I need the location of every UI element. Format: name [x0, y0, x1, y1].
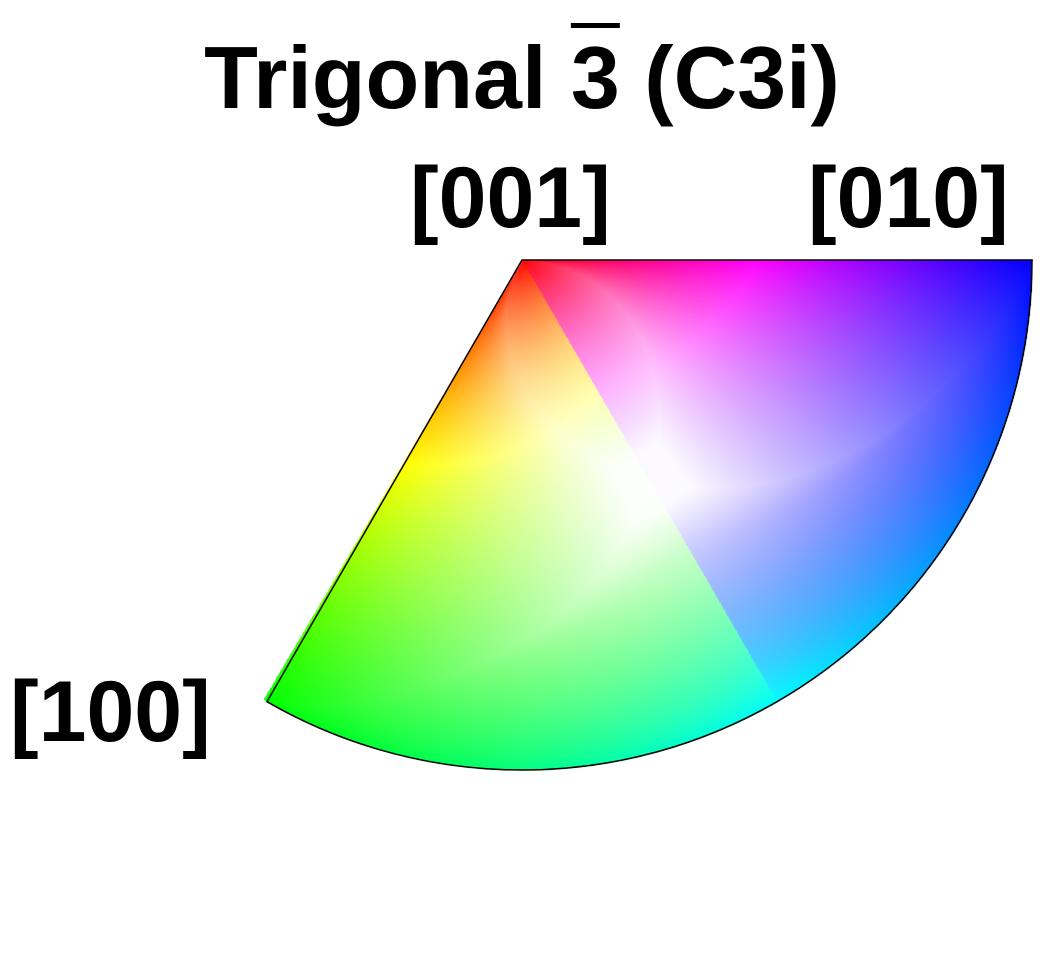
title-overbar-symbol: 3 [570, 28, 620, 127]
sector-boundary [265, 259, 1033, 771]
title-suffix: (C3i) [619, 28, 840, 127]
title-prefix: Trigonal [204, 28, 571, 127]
pole-label-010: [010] [808, 150, 1009, 246]
pole-label-001: [001] [410, 150, 611, 246]
pole-label-100: [100] [10, 664, 211, 760]
chart-title: Trigonal 3 (C3i) [0, 28, 1044, 128]
